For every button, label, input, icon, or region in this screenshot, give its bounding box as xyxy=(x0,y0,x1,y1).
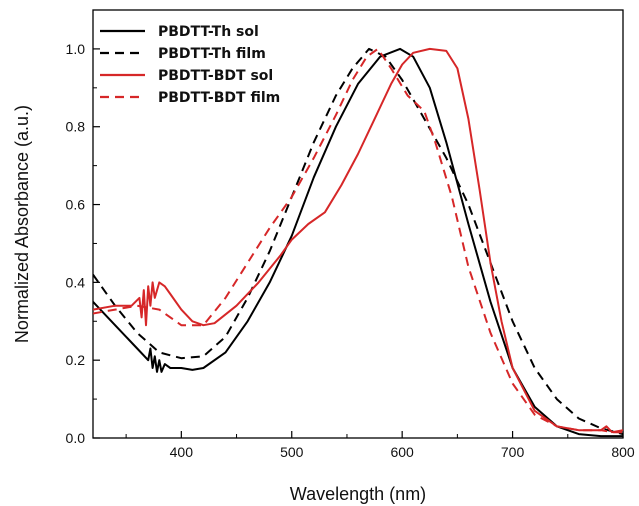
x-tick-label: 700 xyxy=(501,444,525,460)
series-line-3 xyxy=(93,47,623,434)
tick-labels: 400 500 600 700 800 0.0 0.2 0.4 0.6 0.8 1.0 xyxy=(66,41,635,460)
y-axis-title: Normalized Absorbance (a.u.) xyxy=(12,105,32,343)
y-tick-label: 0.2 xyxy=(66,352,86,368)
y-tick-label: 1.0 xyxy=(66,41,86,57)
series-layer xyxy=(93,47,623,438)
x-tick-label: 800 xyxy=(611,444,635,460)
x-tick-label: 600 xyxy=(390,444,414,460)
axis-ticks xyxy=(93,9,624,439)
plot-frame xyxy=(92,9,624,439)
x-tick-label: 500 xyxy=(280,444,304,460)
x-tick-label: 400 xyxy=(170,444,194,460)
series-line-4 xyxy=(93,47,623,434)
series-line-1 xyxy=(93,47,623,438)
y-tick-label: 0.0 xyxy=(66,430,86,446)
legend-label: PBDTT-BDT film xyxy=(158,90,280,106)
x-axis-title: Wavelength (nm) xyxy=(290,484,426,504)
legend: PBDTT-Th sol PBDTT-Th film PBDTT-BDT sol PB… xyxy=(100,24,280,106)
series-line-2 xyxy=(93,47,623,436)
legend-label: PBDTT-Th film xyxy=(158,46,266,62)
y-tick-label: 0.6 xyxy=(66,197,86,213)
legend-label: PBDTT-Th sol xyxy=(158,24,259,40)
legend-label: PBDTT-BDT sol xyxy=(158,68,273,84)
y-tick-label: 0.8 xyxy=(66,119,86,135)
y-tick-label: 0.4 xyxy=(66,274,86,290)
